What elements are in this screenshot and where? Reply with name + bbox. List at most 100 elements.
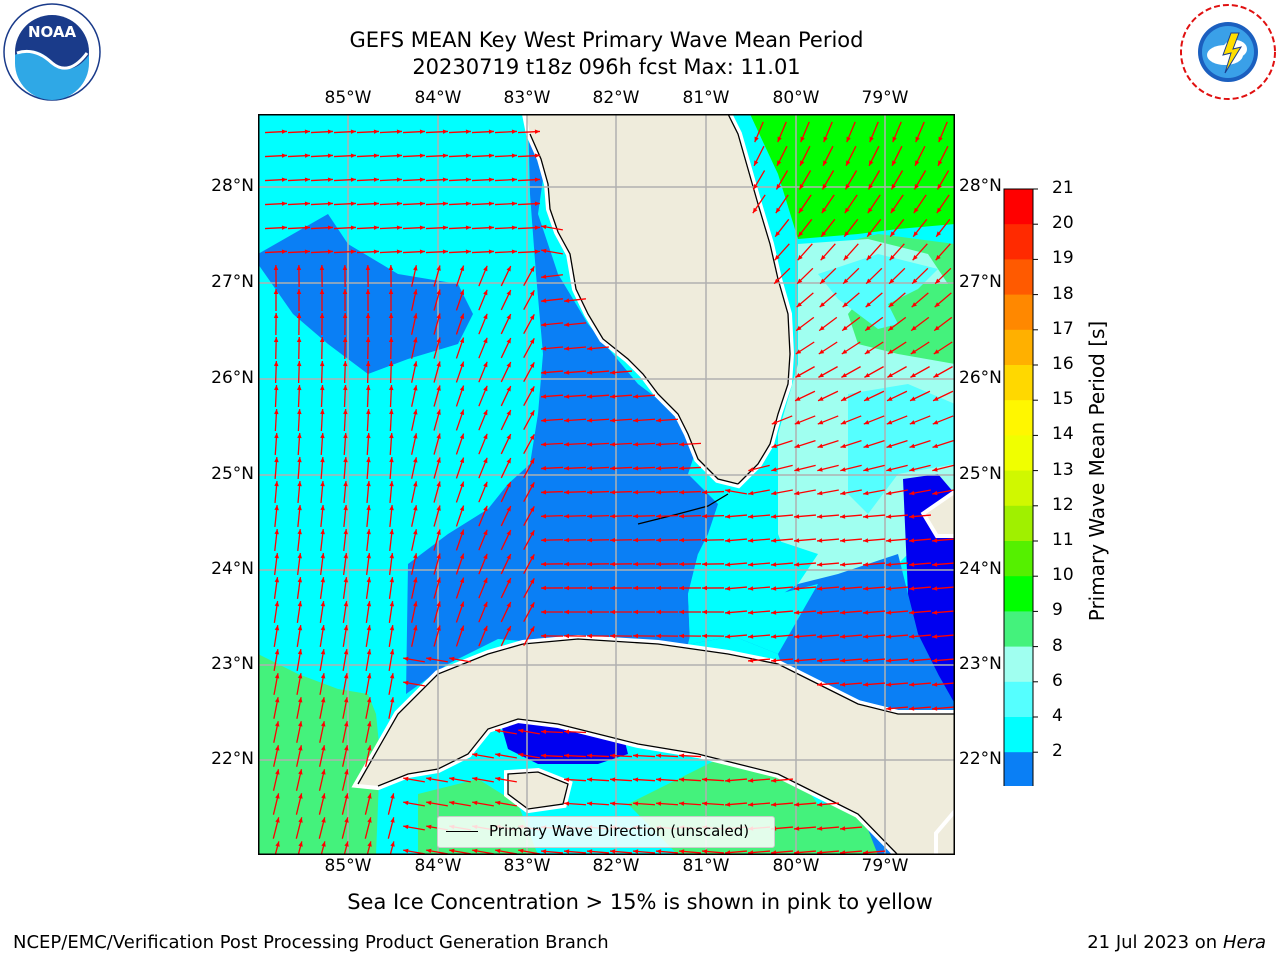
wave-direction-arrow xyxy=(296,264,302,288)
wave-direction-arrow xyxy=(343,480,348,504)
wave-direction-arrow xyxy=(936,194,950,214)
lon-tick-label: 84°W xyxy=(414,88,462,108)
wave-direction-arrow xyxy=(319,360,325,384)
wave-direction-arrow xyxy=(701,489,725,495)
wave-direction-arrow xyxy=(517,249,541,254)
wave-direction-arrow xyxy=(402,249,426,254)
wave-direction-arrow xyxy=(426,656,448,663)
wave-direction-arrow xyxy=(365,288,371,312)
wave-direction-arrow xyxy=(365,360,371,384)
wave-direction-arrow xyxy=(433,625,441,647)
wave-direction-arrow xyxy=(816,538,840,543)
wave-direction-arrow xyxy=(563,322,587,327)
wave-direction-arrow xyxy=(319,673,326,695)
wave-direction-arrow xyxy=(540,609,564,615)
wave-direction-arrow xyxy=(319,336,325,360)
wave-direction-arrow xyxy=(517,153,541,158)
wave-direction-arrow xyxy=(563,346,587,351)
wave-direction-arrow xyxy=(403,656,425,663)
wave-direction-arrow xyxy=(770,634,794,639)
wave-direction-arrow xyxy=(366,408,371,432)
wave-direction-arrow xyxy=(426,848,448,855)
lon-labels-top: 85°W 84°W 83°W 82°W 81°W 80°W 79°W xyxy=(0,88,1280,110)
wave-direction-arrow xyxy=(343,504,348,528)
wave-direction-arrow xyxy=(817,415,839,425)
colorbar-segment xyxy=(1004,717,1033,753)
wave-direction-arrow xyxy=(632,753,656,758)
wave-direction-arrow xyxy=(816,562,840,567)
wave-direction-arrow xyxy=(264,153,288,158)
wave-direction-arrow xyxy=(701,849,725,854)
wave-direction-arrow xyxy=(817,489,839,496)
wave-direction-arrow xyxy=(333,129,357,134)
wave-direction-arrow xyxy=(908,658,932,663)
wave-direction-arrow xyxy=(523,554,535,574)
wave-direction-arrow xyxy=(776,145,788,167)
wave-direction-arrow xyxy=(356,249,380,254)
colorbar-tick-label: 16 xyxy=(1052,354,1074,374)
wave-direction-arrow xyxy=(563,489,587,495)
wave-direction-arrow xyxy=(495,848,517,855)
wave-direction-arrow xyxy=(433,313,441,335)
wave-direction-arrow xyxy=(863,440,885,448)
wave-direction-arrow xyxy=(892,121,902,143)
wave-direction-arrow xyxy=(297,528,302,552)
wave-direction-arrow xyxy=(389,432,394,456)
lon-tick-label: 79°W xyxy=(861,88,909,108)
wave-direction-arrow xyxy=(388,577,395,599)
wave-direction-arrow xyxy=(426,776,448,783)
wave-direction-arrow xyxy=(342,649,349,671)
wave-direction-arrow xyxy=(455,385,465,407)
wave-direction-arrow xyxy=(518,728,540,735)
wave-direction-arrow xyxy=(885,514,909,519)
wave-direction-arrow xyxy=(296,360,302,384)
lat-tick-label: 23°N xyxy=(211,654,254,674)
wave-direction-arrow xyxy=(678,466,702,471)
wave-direction-arrow xyxy=(839,514,863,519)
wave-direction-arrow xyxy=(433,601,441,623)
lon-labels-bottom: 85°W 84°W 83°W 82°W 81°W 80°W 79°W xyxy=(0,856,1280,878)
wave-direction-arrow xyxy=(319,625,326,647)
wave-direction-arrow xyxy=(500,265,512,287)
florida-coastline xyxy=(529,133,739,485)
wave-direction-arrow xyxy=(411,577,418,599)
lon-tick-label: 80°W xyxy=(772,856,820,876)
wave-direction-arrow xyxy=(563,442,587,447)
wave-direction-arrow xyxy=(389,456,394,480)
wave-direction-arrow xyxy=(273,721,280,743)
wave-direction-arrow xyxy=(909,390,931,402)
wave-direction-arrow xyxy=(296,336,302,360)
wave-direction-arrow xyxy=(563,777,587,782)
lat-tick-label: 27°N xyxy=(959,272,1002,292)
wave-direction-arrow xyxy=(794,464,816,472)
wave-direction-arrow xyxy=(563,513,587,519)
wave-direction-arrow xyxy=(678,849,702,854)
wave-direction-arrow xyxy=(678,801,702,806)
wave-direction-arrow xyxy=(793,802,817,807)
wave-direction-arrow xyxy=(771,489,793,496)
wave-direction-arrow xyxy=(889,243,905,261)
wave-direction-arrow xyxy=(840,440,862,448)
wave-direction-arrow xyxy=(478,529,488,551)
wave-direction-arrow xyxy=(287,225,311,230)
ocean-9-10s-region-sw xyxy=(258,654,380,855)
wave-direction-arrow xyxy=(937,145,949,167)
wave-direction-arrow xyxy=(455,505,465,527)
wave-direction-arrow xyxy=(747,586,771,591)
wave-direction-arrow xyxy=(795,341,815,355)
wave-direction-arrow xyxy=(342,745,349,767)
wave-direction-arrow xyxy=(840,464,862,472)
wave-direction-arrow xyxy=(449,800,471,807)
wave-direction-arrow xyxy=(678,561,702,567)
wave-direction-arrow xyxy=(366,456,371,480)
wave-direction-arrow xyxy=(586,489,610,495)
wave-direction-arrow xyxy=(655,466,679,471)
wave-direction-arrow xyxy=(867,194,881,214)
colorbar-tick-label: 2 xyxy=(1052,741,1063,762)
wave-direction-arrow xyxy=(411,385,418,407)
lat-tick-label: 27°N xyxy=(211,272,254,292)
wave-direction-arrow xyxy=(500,529,512,551)
wave-direction-arrow xyxy=(273,625,280,647)
chart-title-line1: GEFS MEAN Key West Primary Wave Mean Per… xyxy=(349,28,864,52)
wave-direction-arrow xyxy=(319,745,326,767)
